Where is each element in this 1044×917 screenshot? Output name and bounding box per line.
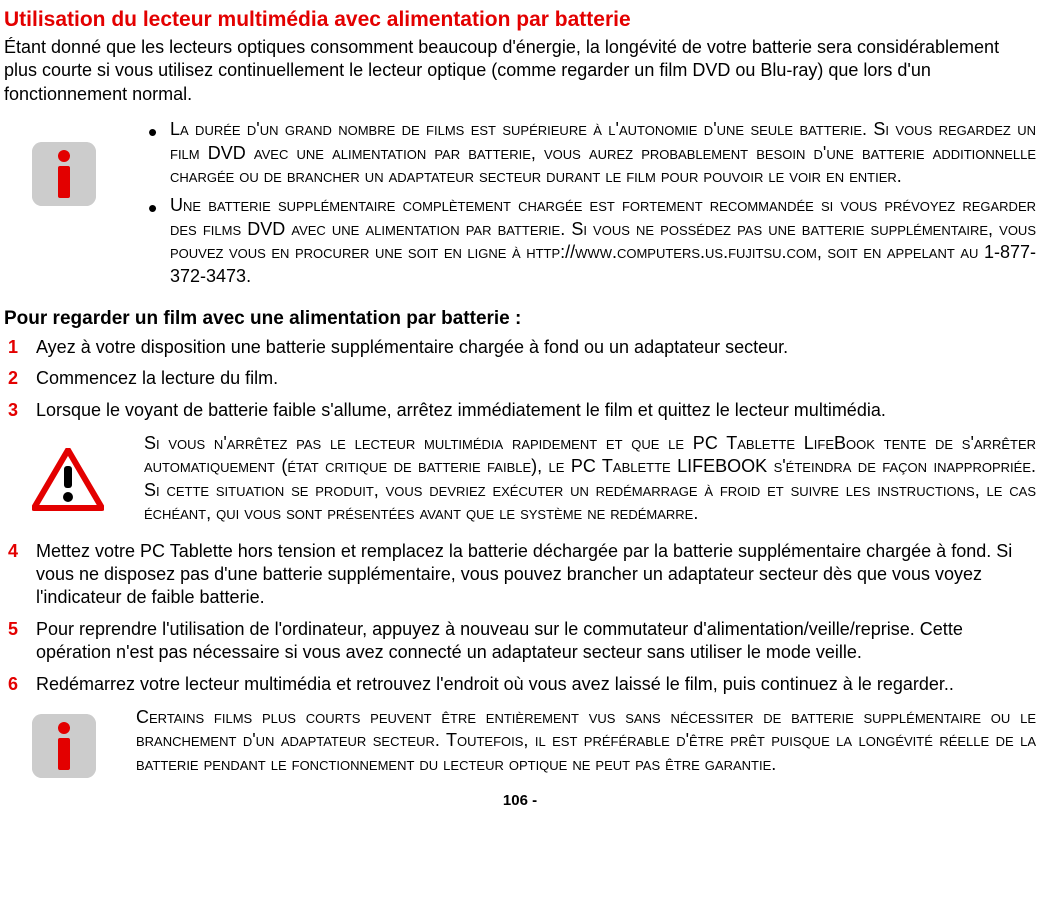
info-icon bbox=[32, 142, 96, 206]
steps-list-cont: Mettez votre PC Tablette hors tension et… bbox=[4, 540, 1036, 696]
info-callout-1-content: La durée d'un grand nombre de films est … bbox=[136, 118, 1036, 294]
warning-callout: Si vous n'arrêtez pas le lecteur multimé… bbox=[4, 432, 1036, 526]
intro-paragraph: Étant donné que les lecteurs optiques co… bbox=[4, 36, 1036, 106]
step-5: Pour reprendre l'utilisation de l'ordina… bbox=[4, 618, 1036, 665]
steps-list: Ayez à votre disposition une batterie su… bbox=[4, 336, 1036, 422]
step-6: Redémarrez votre lecteur multimédia et r… bbox=[4, 673, 1036, 696]
step-4: Mettez votre PC Tablette hors tension et… bbox=[4, 540, 1036, 610]
info-callout-2: Certains films plus courts peuvent être … bbox=[4, 706, 1036, 778]
info1-bullet-2: Une batterie supplémentaire complètement… bbox=[136, 194, 1036, 288]
subheading: Pour regarder un film avec une alimentat… bbox=[4, 308, 1036, 330]
info-icon bbox=[32, 714, 96, 778]
info-callout-1: La durée d'un grand nombre de films est … bbox=[4, 118, 1036, 294]
page-title: Utilisation du lecteur multimédia avec a… bbox=[4, 8, 1036, 32]
step-1: Ayez à votre disposition une batterie su… bbox=[4, 336, 1036, 359]
step-3: Lorsque le voyant de batterie faible s'a… bbox=[4, 399, 1036, 422]
info1-bullet-1: La durée d'un grand nombre de films est … bbox=[136, 118, 1036, 188]
warning-icon bbox=[32, 448, 104, 512]
step-2: Commencez la lecture du film. bbox=[4, 367, 1036, 390]
page-number: 106 - bbox=[4, 792, 1036, 809]
info-callout-2-content: Certains films plus courts peuvent être … bbox=[136, 706, 1036, 776]
warning-content: Si vous n'arrêtez pas le lecteur multimé… bbox=[144, 432, 1036, 526]
